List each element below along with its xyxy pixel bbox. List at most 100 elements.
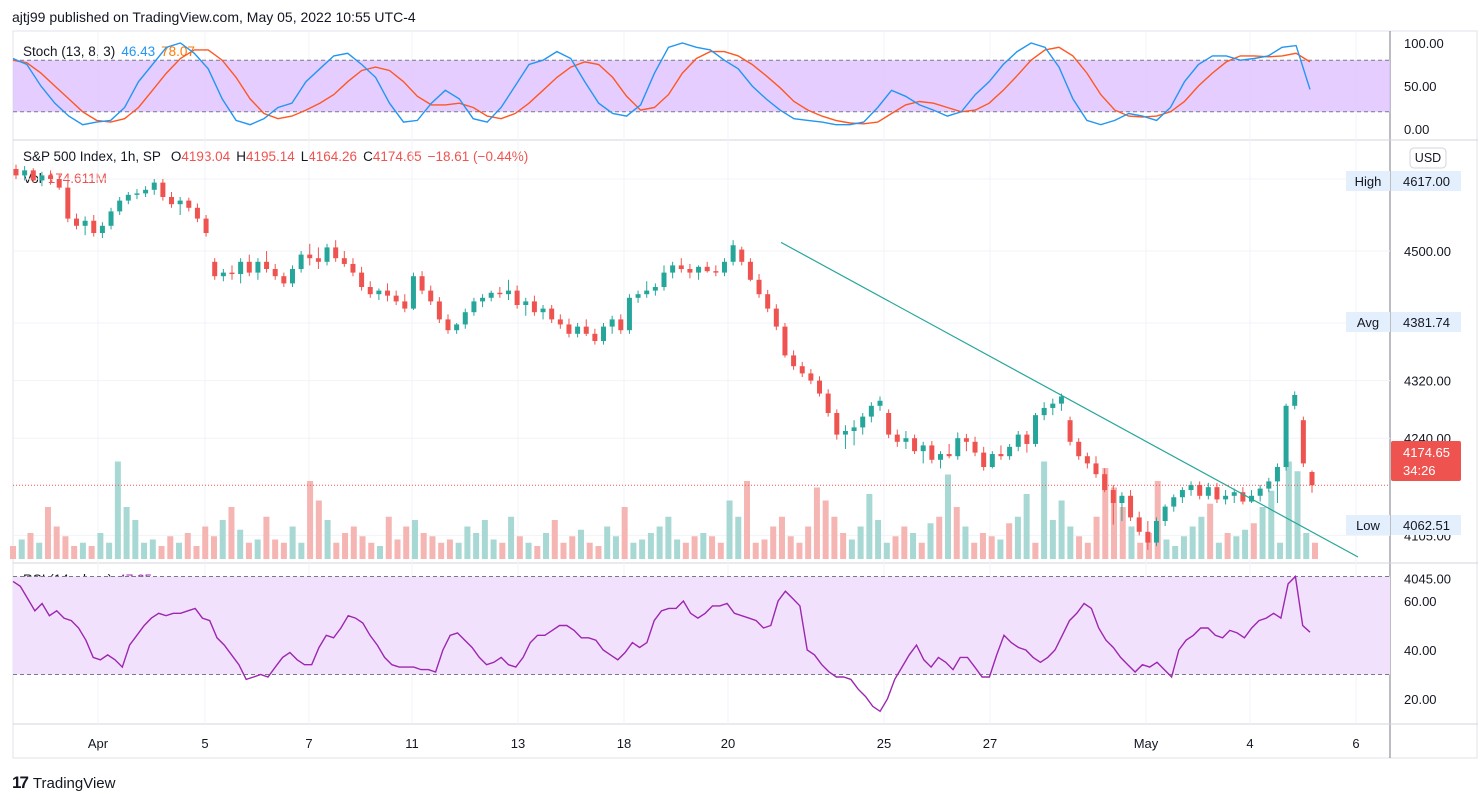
candle-body xyxy=(410,276,416,309)
candle-body xyxy=(808,373,814,381)
candle-body xyxy=(393,295,399,302)
candle-body xyxy=(989,454,995,467)
candle-body xyxy=(782,326,788,356)
candle-body xyxy=(981,452,987,467)
candle-body xyxy=(497,292,503,295)
volume-bar xyxy=(403,526,410,559)
currency-badge xyxy=(1409,147,1447,169)
tradingview-footer[interactable]: 17 TradingView xyxy=(12,773,115,793)
candle-body xyxy=(1153,521,1159,543)
candle-body xyxy=(1205,487,1211,496)
candle-body xyxy=(194,207,200,219)
candle-body xyxy=(661,272,667,287)
candle-body xyxy=(82,220,88,226)
high-tag-value-bg xyxy=(1391,171,1461,191)
volume-bar xyxy=(106,542,113,559)
candle-body xyxy=(1128,495,1134,518)
candle-body xyxy=(246,261,252,273)
candle-body xyxy=(739,249,745,262)
candle-body xyxy=(488,292,494,298)
volume-bar xyxy=(1023,494,1030,559)
volume-bar xyxy=(525,542,532,559)
volume-bar xyxy=(1049,520,1056,559)
volume-bar xyxy=(245,542,252,559)
candle-body xyxy=(635,294,641,298)
volume-bar xyxy=(508,516,515,559)
open-prefix: O xyxy=(170,149,182,164)
candle-body xyxy=(65,187,71,219)
volume-bar xyxy=(1259,507,1266,559)
stoch-axis-label: 100.00 xyxy=(1404,36,1444,51)
candle-body xyxy=(1171,497,1177,507)
volume-bar xyxy=(377,546,384,559)
volume-bar xyxy=(1233,536,1240,559)
volume-bar xyxy=(1093,516,1100,559)
volume-bar xyxy=(1067,526,1074,559)
volume-bar xyxy=(167,536,174,559)
candle-body xyxy=(1136,517,1142,532)
volume-bar xyxy=(1076,536,1083,559)
price-legend[interactable]: S&P 500 Index, 1h, SP O4193.04 H4195.14 L41… xyxy=(23,149,534,164)
volume-bar xyxy=(202,526,209,559)
volume-bar xyxy=(822,500,829,559)
candle-body xyxy=(1283,405,1289,467)
candle-body xyxy=(169,197,175,205)
volume-bar xyxy=(682,542,689,559)
candle-body xyxy=(376,290,382,295)
volume-bar xyxy=(1312,542,1318,559)
volume-bar xyxy=(840,533,847,559)
time-axis-label: Apr xyxy=(88,736,109,751)
candle-body xyxy=(143,189,149,194)
candle-body xyxy=(264,261,270,269)
volume-bar xyxy=(53,526,60,559)
stoch-k-line xyxy=(12,42,1311,126)
volume-bar xyxy=(1032,542,1039,559)
candle-body xyxy=(920,445,926,452)
volume-bar xyxy=(1172,546,1179,559)
candle-body xyxy=(618,319,624,331)
candle-body xyxy=(765,294,771,309)
avg-tag-value-bg xyxy=(1391,312,1461,332)
candle-body xyxy=(333,247,339,259)
candle-body xyxy=(514,290,520,305)
time-axis-label: 5 xyxy=(201,736,208,751)
volume-bar xyxy=(1163,539,1170,559)
volume-bar xyxy=(193,546,200,559)
volume-bar xyxy=(62,536,69,559)
volume-bar xyxy=(1137,542,1144,559)
volume-bar xyxy=(612,536,619,559)
volume-bar xyxy=(1250,523,1257,559)
avg-tag-label: Avg xyxy=(1357,315,1379,330)
candle-body xyxy=(298,254,304,269)
candle-body xyxy=(99,225,105,233)
candle-body xyxy=(385,290,391,296)
volume-bar xyxy=(709,536,716,559)
volume-bar xyxy=(1215,542,1222,559)
candle-body xyxy=(238,261,244,275)
volume-bar xyxy=(420,533,427,559)
volume-bar xyxy=(910,533,917,559)
time-axis-label: 27 xyxy=(983,736,997,751)
volume-bar xyxy=(586,542,593,559)
volume-bar xyxy=(665,516,672,559)
rsi-band xyxy=(13,576,1390,675)
current-price-value: 4174.65 xyxy=(1403,445,1450,460)
volume-bar xyxy=(569,536,576,559)
candle-body xyxy=(1058,396,1064,404)
high-tag-label: High xyxy=(1355,174,1382,189)
candle-body xyxy=(644,290,650,295)
candle-body xyxy=(91,220,97,233)
candle-body xyxy=(886,413,892,435)
candle-body xyxy=(480,297,486,302)
chart-frame xyxy=(12,30,1478,759)
volume-bar xyxy=(630,542,637,559)
volume-bar xyxy=(595,546,602,559)
volume-bar xyxy=(1102,468,1109,559)
stoch-legend[interactable]: Stoch (13, 8, 3) 46.43 78.07 xyxy=(23,44,201,59)
volume-bar xyxy=(219,520,226,559)
candle-body xyxy=(471,301,477,313)
candle-body xyxy=(125,194,131,201)
candle-body xyxy=(713,271,719,273)
candle-body xyxy=(341,258,347,264)
